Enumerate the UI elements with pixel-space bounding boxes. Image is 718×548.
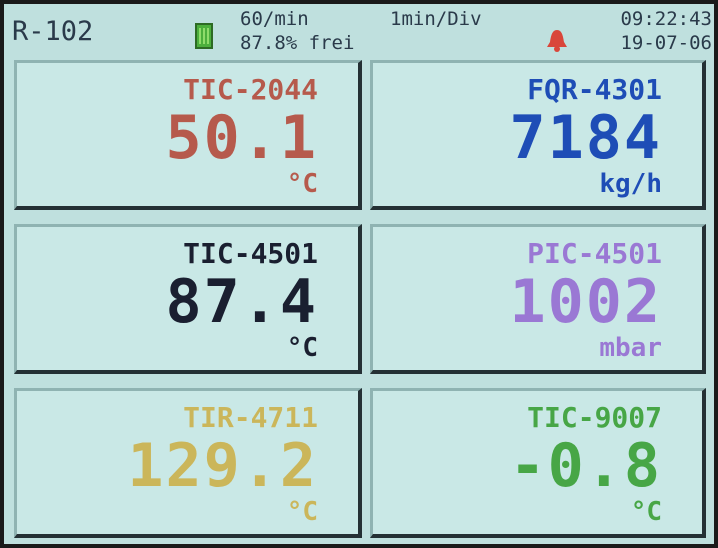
time-base: 1min/Div	[390, 8, 482, 30]
measured-value: 87.4	[166, 267, 319, 337]
unit-label: °C	[287, 497, 318, 527]
tag-name: TIC-9007	[527, 401, 662, 434]
tag-name: PIC-4501	[527, 237, 662, 270]
sample-rate: 60/min	[240, 8, 309, 30]
readout-panel: TIC-9007-0.8°C	[370, 388, 706, 538]
tag-name: TIC-4501	[183, 237, 318, 270]
unit-label: mbar	[599, 333, 662, 363]
clock-date: 19-07-06	[620, 32, 712, 54]
unit-title: R-102	[12, 16, 93, 47]
unit-label: kg/h	[599, 169, 662, 199]
tag-name: TIR-4711	[183, 401, 318, 434]
tag-name: FQR-4301	[527, 73, 662, 106]
memory-free: 87.8% frei	[240, 32, 354, 54]
unit-label: °C	[287, 333, 318, 363]
measured-value: 7184	[510, 103, 663, 173]
measured-value: 50.1	[166, 103, 319, 173]
battery-icon	[194, 22, 214, 50]
unit-label: °C	[287, 169, 318, 199]
measured-value: 1002	[510, 267, 663, 337]
screen: R-102 60/min 87.8% frei 1min/Div 09:22:4…	[4, 4, 714, 544]
tag-name: TIC-2044	[183, 73, 318, 106]
clock-time: 09:22:43	[620, 8, 712, 30]
alarm-icon	[544, 28, 570, 52]
measured-value: 129.2	[127, 431, 318, 501]
unit-label: °C	[631, 497, 662, 527]
page: R-102 60/min 87.8% frei 1min/Div 09:22:4…	[0, 0, 718, 548]
measured-value: -0.8	[510, 431, 663, 501]
